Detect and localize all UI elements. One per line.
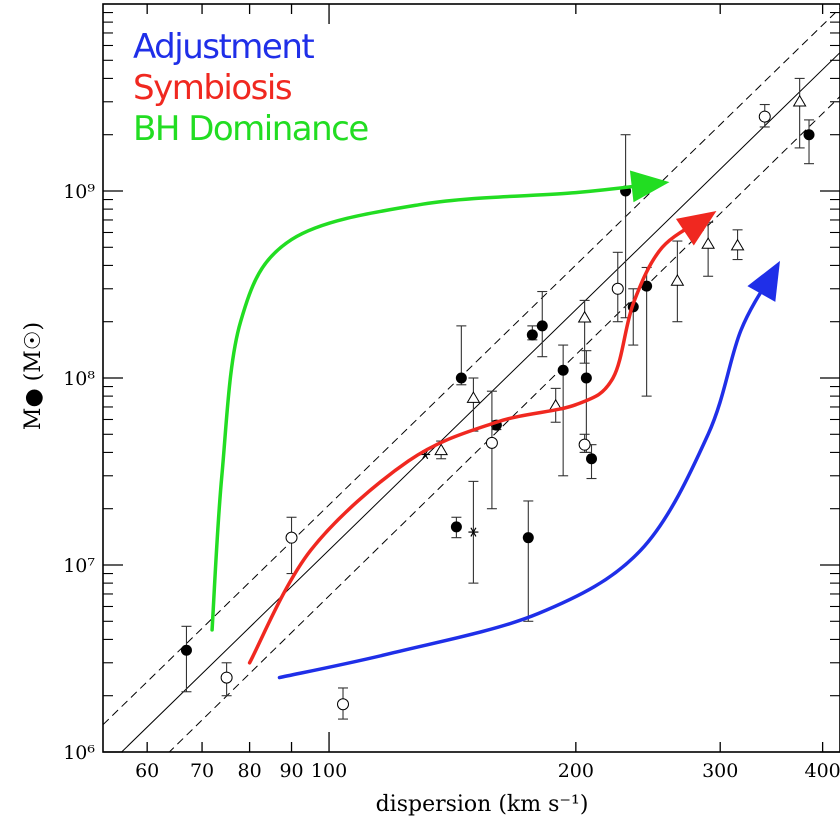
data-point xyxy=(523,532,534,543)
data-point xyxy=(586,453,597,464)
lower-bound-line xyxy=(103,97,840,817)
data-point xyxy=(579,312,591,322)
legend-entry: Adjustment xyxy=(133,27,314,67)
data-point xyxy=(804,129,815,140)
data-point xyxy=(558,365,569,376)
legend-entry: Symbiosis xyxy=(133,68,292,108)
y-tick-label: 10⁷ xyxy=(63,555,95,577)
data-point xyxy=(527,329,538,340)
arrowhead xyxy=(676,211,716,245)
data-point xyxy=(338,699,349,710)
x-axis-title: dispersion (km s⁻¹) xyxy=(376,792,589,817)
data-point xyxy=(702,238,714,248)
data-point xyxy=(759,111,770,122)
x-tick-label: 60 xyxy=(135,760,159,782)
data-point xyxy=(579,439,590,450)
x-tick-label: 100 xyxy=(311,760,347,782)
curve-symbiosis xyxy=(250,217,709,663)
x-tick-label: 300 xyxy=(702,760,738,782)
curve-adjustment xyxy=(279,270,775,678)
best-fit-line xyxy=(103,53,840,771)
data-point xyxy=(671,275,683,285)
y-axis-title: M● (M☉) xyxy=(21,322,46,430)
y-tick-label: 10⁶ xyxy=(63,742,95,764)
x-tick-label: 90 xyxy=(279,760,303,782)
data-point xyxy=(221,672,232,683)
curve-bh-dominance xyxy=(212,183,659,630)
y-tick-label: 10⁹ xyxy=(63,181,95,203)
y-tick-label: 10⁸ xyxy=(63,368,95,390)
data-point xyxy=(451,521,462,532)
data-point xyxy=(286,532,297,543)
x-tick-label: 80 xyxy=(238,760,262,782)
data-point xyxy=(794,96,806,106)
arrowhead xyxy=(747,261,780,302)
data-point xyxy=(486,437,497,448)
data-point xyxy=(612,283,623,294)
x-tick-label: 400 xyxy=(804,760,840,782)
evolution-curves xyxy=(212,170,780,677)
legend-entry: BH Dominance xyxy=(133,109,368,149)
x-tick-label: 200 xyxy=(558,760,594,782)
data-point xyxy=(181,645,192,656)
arrowhead xyxy=(630,170,670,202)
data-point xyxy=(456,373,467,384)
data-point xyxy=(732,240,744,250)
data-point xyxy=(581,373,592,384)
data-point xyxy=(537,320,548,331)
data-point xyxy=(467,392,479,402)
x-tick-label: 70 xyxy=(190,760,214,782)
